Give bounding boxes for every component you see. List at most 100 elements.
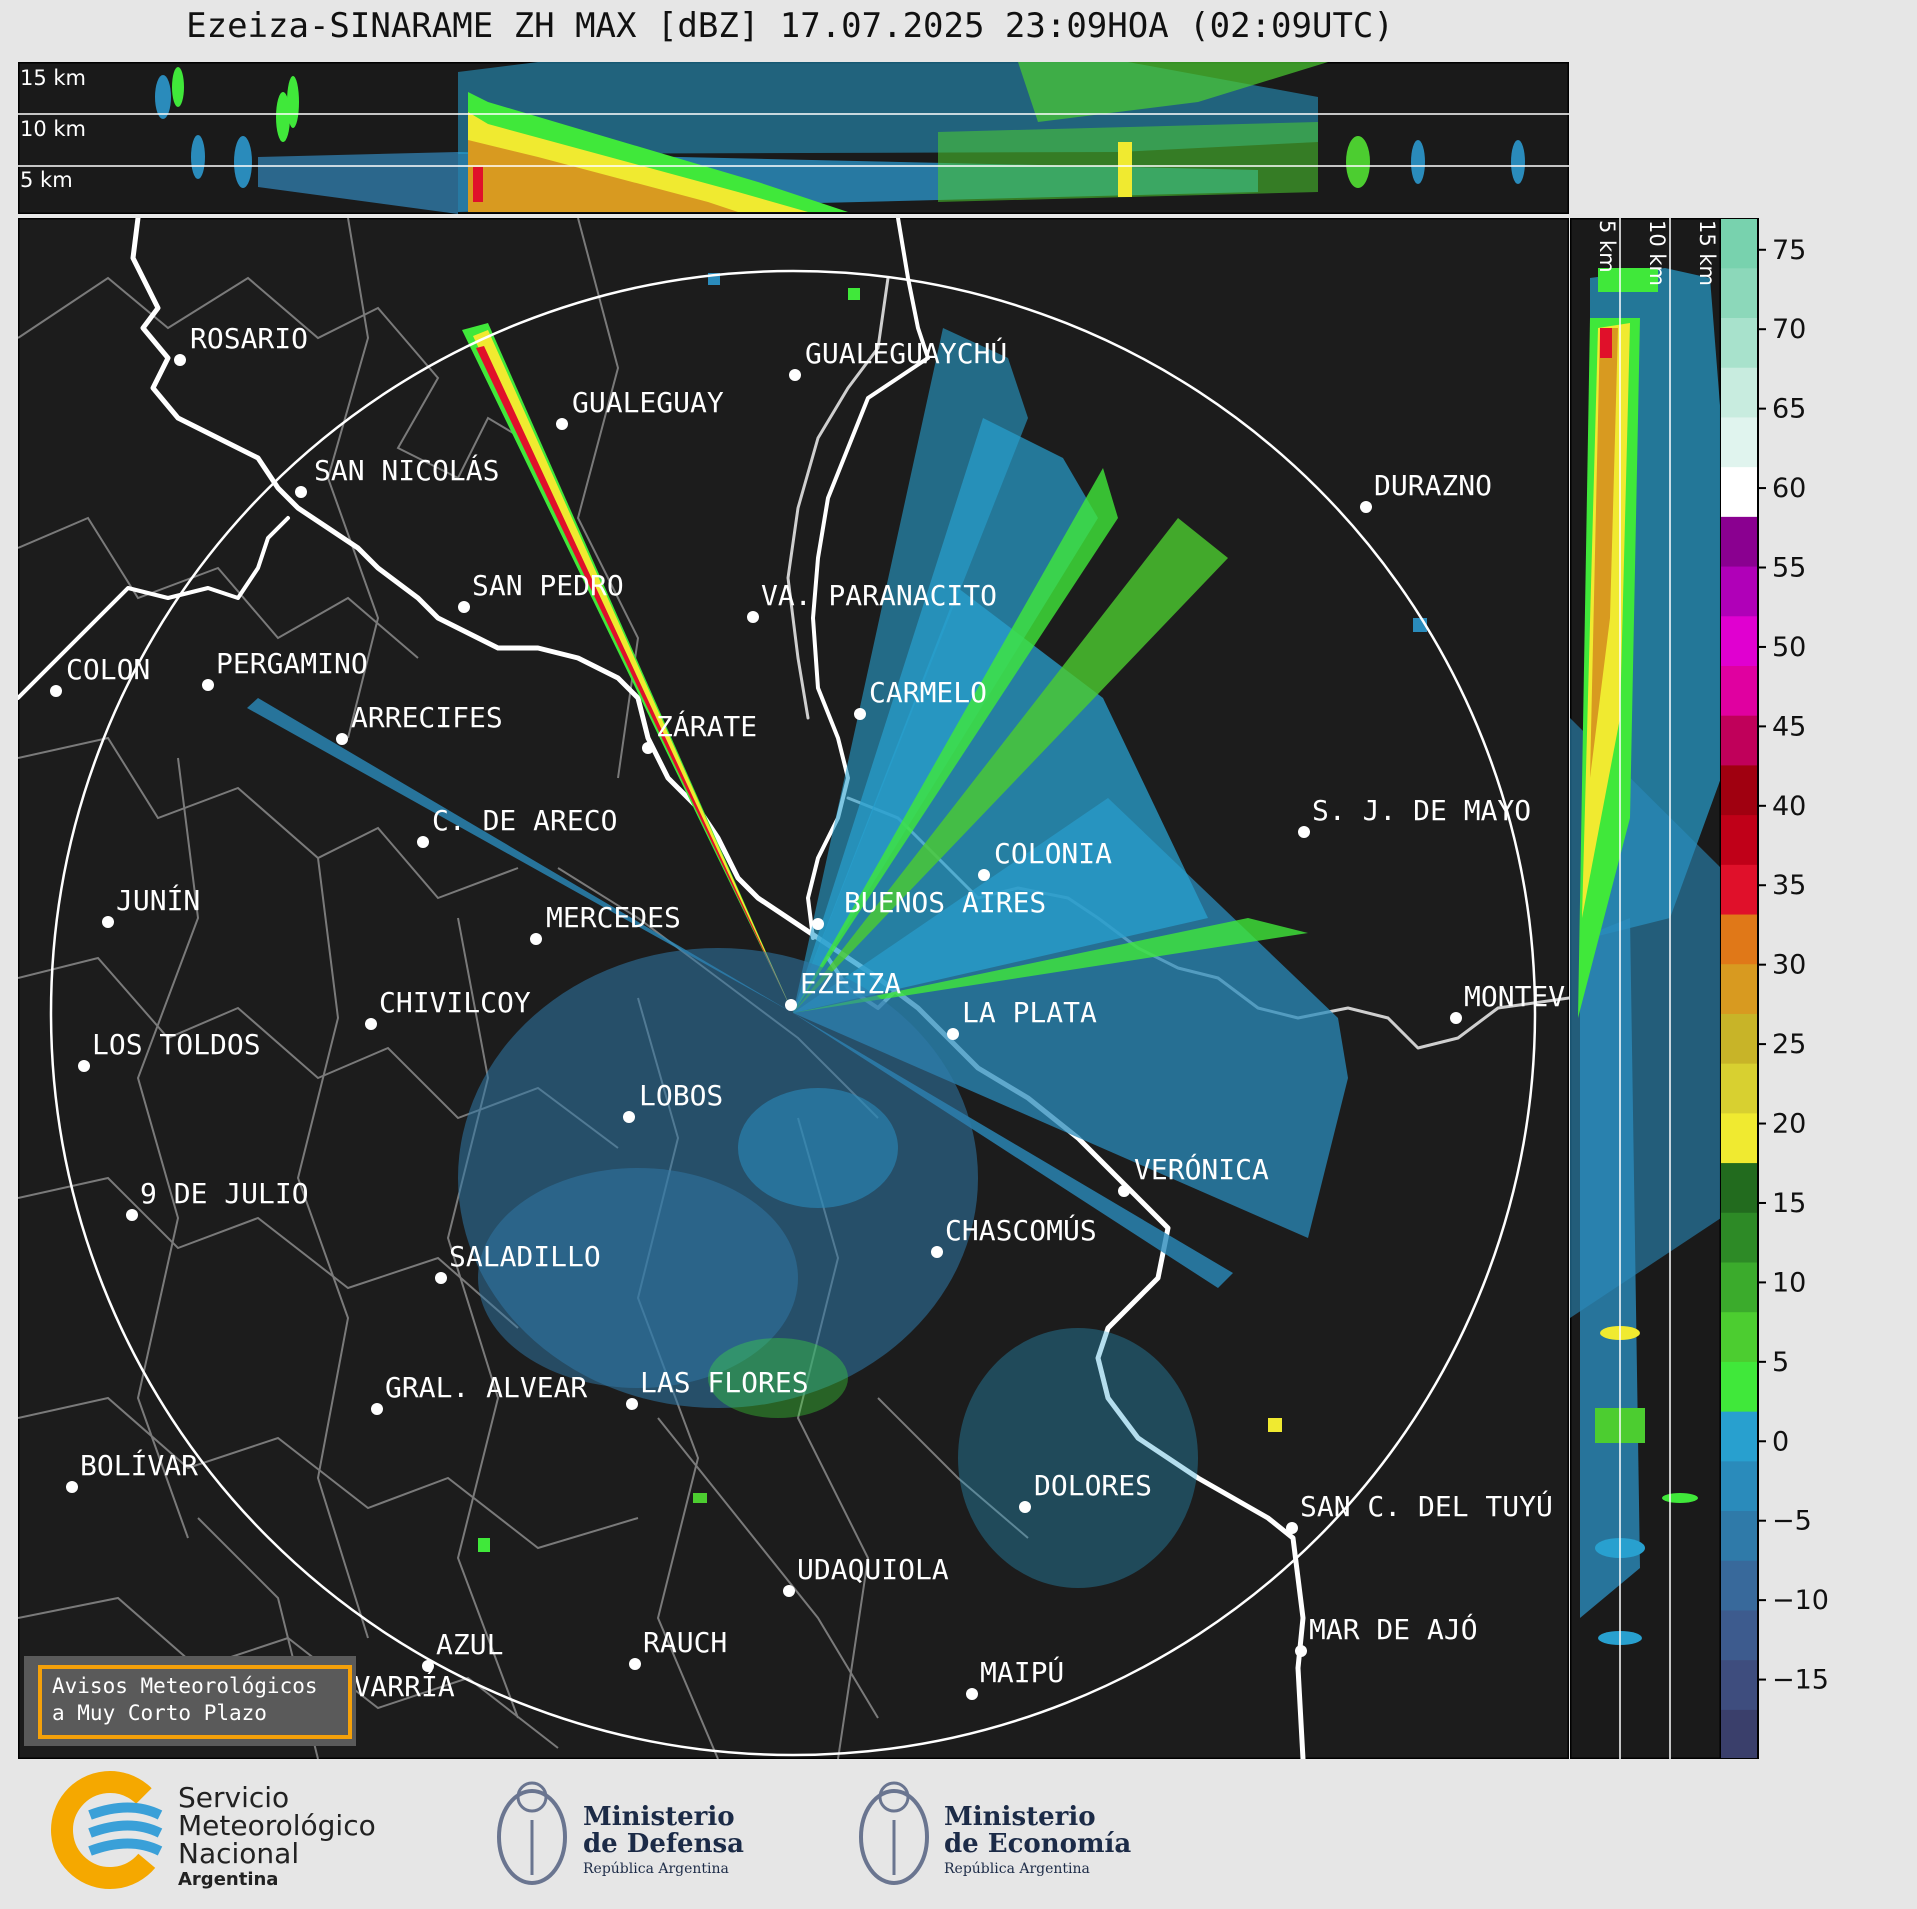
city-label-lobos: LOBOS [639,1079,723,1112]
logos-footer: Servicio Meteorológico Nacional Argentin… [51,1771,1131,1890]
colorbar-swatch [1720,1411,1758,1462]
city-label-ezeiza: EZEIZA [800,967,901,1000]
colorbar-swatch [1720,416,1758,468]
smn-line-3: Nacional [178,1837,299,1870]
colorbar-swatch [1720,1013,1758,1064]
coat-of-arms-icon [497,1789,567,1885]
colorbar-tick-label: 50 [1772,632,1806,663]
city-label-maipu: MAIPÚ [980,1655,1064,1689]
colorbar-swatch [1720,1112,1758,1164]
city-label-carmelo: CARMELO [869,676,987,709]
city-label-san-pedro: SAN PEDRO [472,569,624,602]
radar-map: ROSARIO GUALEGUAYCHÚ GUALEGUAY SAN NICOL… [18,218,1569,1759]
colorbar-tick-label: −15 [1772,1665,1829,1696]
side-echo-bands [1570,268,1721,1645]
city-label-veronica: VERÓNICA [1134,1152,1269,1186]
colorbar-swatch [1720,317,1758,368]
colorbar-tick-label: 20 [1772,1109,1806,1140]
colorbar-tick-label: 70 [1772,314,1806,345]
city-label-gualeguaychu: GUALEGUAYCHÚ [805,336,1007,370]
colorbar-tick-label: 55 [1772,553,1806,584]
city-label-rosario: ROSARIO [190,322,308,355]
colorbar-swatch [1720,864,1758,915]
colorbar-tick-label: 10 [1772,1267,1806,1298]
city-markers [50,354,1462,1714]
city-label-buenos-aires: BUENOS AIRES [844,886,1046,919]
colorbar-swatch [1720,1659,1758,1710]
warning-badge: Avisos Meteorológicos a Muy Corto Plazo [24,1656,356,1746]
city-label-mar-de-ajo: MAR DE AJÓ [1309,1612,1478,1646]
city-label-chivilcoy: CHIVILCOY [379,986,531,1019]
top-label-15km: 15 km [20,66,86,90]
colorbar-tick-label: 30 [1772,950,1806,981]
colorbar-swatch [1720,367,1758,418]
city-label-arrecifes: ARRECIFES [351,701,503,734]
colorbar-swatch [1720,715,1758,766]
colorbar-tick-label: 0 [1772,1426,1789,1457]
colorbar-swatch [1720,814,1758,865]
city-label-la-plata: LA PLATA [962,996,1097,1029]
colorbar-swatches [1720,218,1758,1759]
smn-line-1: Servicio [178,1781,289,1814]
city-label-9-de-julio: 9 DE JULIO [140,1177,309,1210]
side-label-5km: 5 km [1595,220,1619,273]
colorbar-tick-label: 65 [1772,394,1806,425]
city-label-gral-alvear: GRAL. ALVEAR [385,1371,587,1404]
city-label-pergamino: PERGAMINO [216,647,368,680]
city-label-c-de-areco: C. DE ARECO [432,804,617,837]
colorbar-swatch [1720,267,1758,319]
top-echo-bands [155,62,1525,214]
colorbar-swatch [1720,665,1758,716]
colorbar-swatch [1720,963,1758,1014]
warning-line-1: Avisos Meteorológicos [52,1674,318,1698]
city-label-san-nicolas: SAN NICOLÁS [314,453,499,487]
colorbar-tick-label: 45 [1772,711,1806,742]
colorbar-tick-label: 35 [1772,870,1806,901]
city-labels: ROSARIO GUALEGUAYCHÚ GUALEGUAY SAN NICOL… [66,322,1565,1703]
top-cross-section: 15 km 10 km 5 km [18,62,1569,214]
colorbar-swatch [1720,1311,1758,1362]
city-label-colonia: COLONIA [994,837,1112,870]
smn-logo: Servicio Meteorológico Nacional Argentin… [51,1771,376,1890]
colorbar-tick-label: 75 [1772,235,1806,266]
colorbar-swatch [1720,1162,1758,1213]
side-label-10km: 10 km [1645,220,1669,286]
economia-line-3: República Argentina [944,1861,1090,1877]
colorbar-swatch [1720,466,1758,517]
colorbar-tick-label: −10 [1772,1585,1829,1616]
top-label-10km: 10 km [20,117,86,141]
smn-line-4: Argentina [178,1869,278,1890]
city-label-zarate: ZÁRATE [656,709,757,743]
smn-wave-icon [88,1802,163,1820]
colorbar-swatch [1720,764,1758,816]
colorbar-swatch [1720,1709,1758,1759]
side-label-15km: 15 km [1695,220,1719,286]
colorbar-swatch [1720,1609,1758,1661]
colorbar-swatch [1720,1212,1758,1263]
city-label-va-paranacito: VA. PARANACITO [761,579,997,612]
side-cross-section: 5 km 10 km 15 km [1570,218,1721,1759]
city-label-colon: COLON [66,653,150,686]
economia-line-1: Ministerio [944,1802,1096,1832]
coat-of-arms-icon-2 [859,1789,929,1885]
defensa-logo: Ministerio de Defensa República Argentin… [497,1781,744,1885]
city-label-sj-de-mayo: S. J. DE MAYO [1312,794,1531,827]
warning-line-2: a Muy Corto Plazo [52,1701,267,1725]
city-label-chascomus: CHASCOMÚS [945,1213,1097,1247]
colorbar-swatch [1720,1361,1758,1412]
colorbar-swatch [1720,913,1758,965]
city-label-rauch: RAUCH [643,1626,727,1659]
colorbar-swatch [1720,218,1758,269]
city-label-junin: JUNÍN [116,883,200,917]
radar-echoes [247,273,1427,1588]
city-label-san-c-del-tuyu: SAN C. DEL TUYÚ [1300,1489,1553,1523]
chart-title: Ezeiza-SINARAME ZH MAX [dBZ] 17.07.2025 … [186,6,1394,46]
colorbar-swatch [1720,565,1758,617]
colorbar-swatch [1720,1261,1758,1313]
economia-logo: Ministerio de Economía República Argenti… [859,1781,1131,1885]
defensa-line-3: República Argentina [583,1861,729,1877]
defensa-line-2: de Defensa [583,1829,744,1859]
city-label-mercedes: MERCEDES [546,901,681,934]
